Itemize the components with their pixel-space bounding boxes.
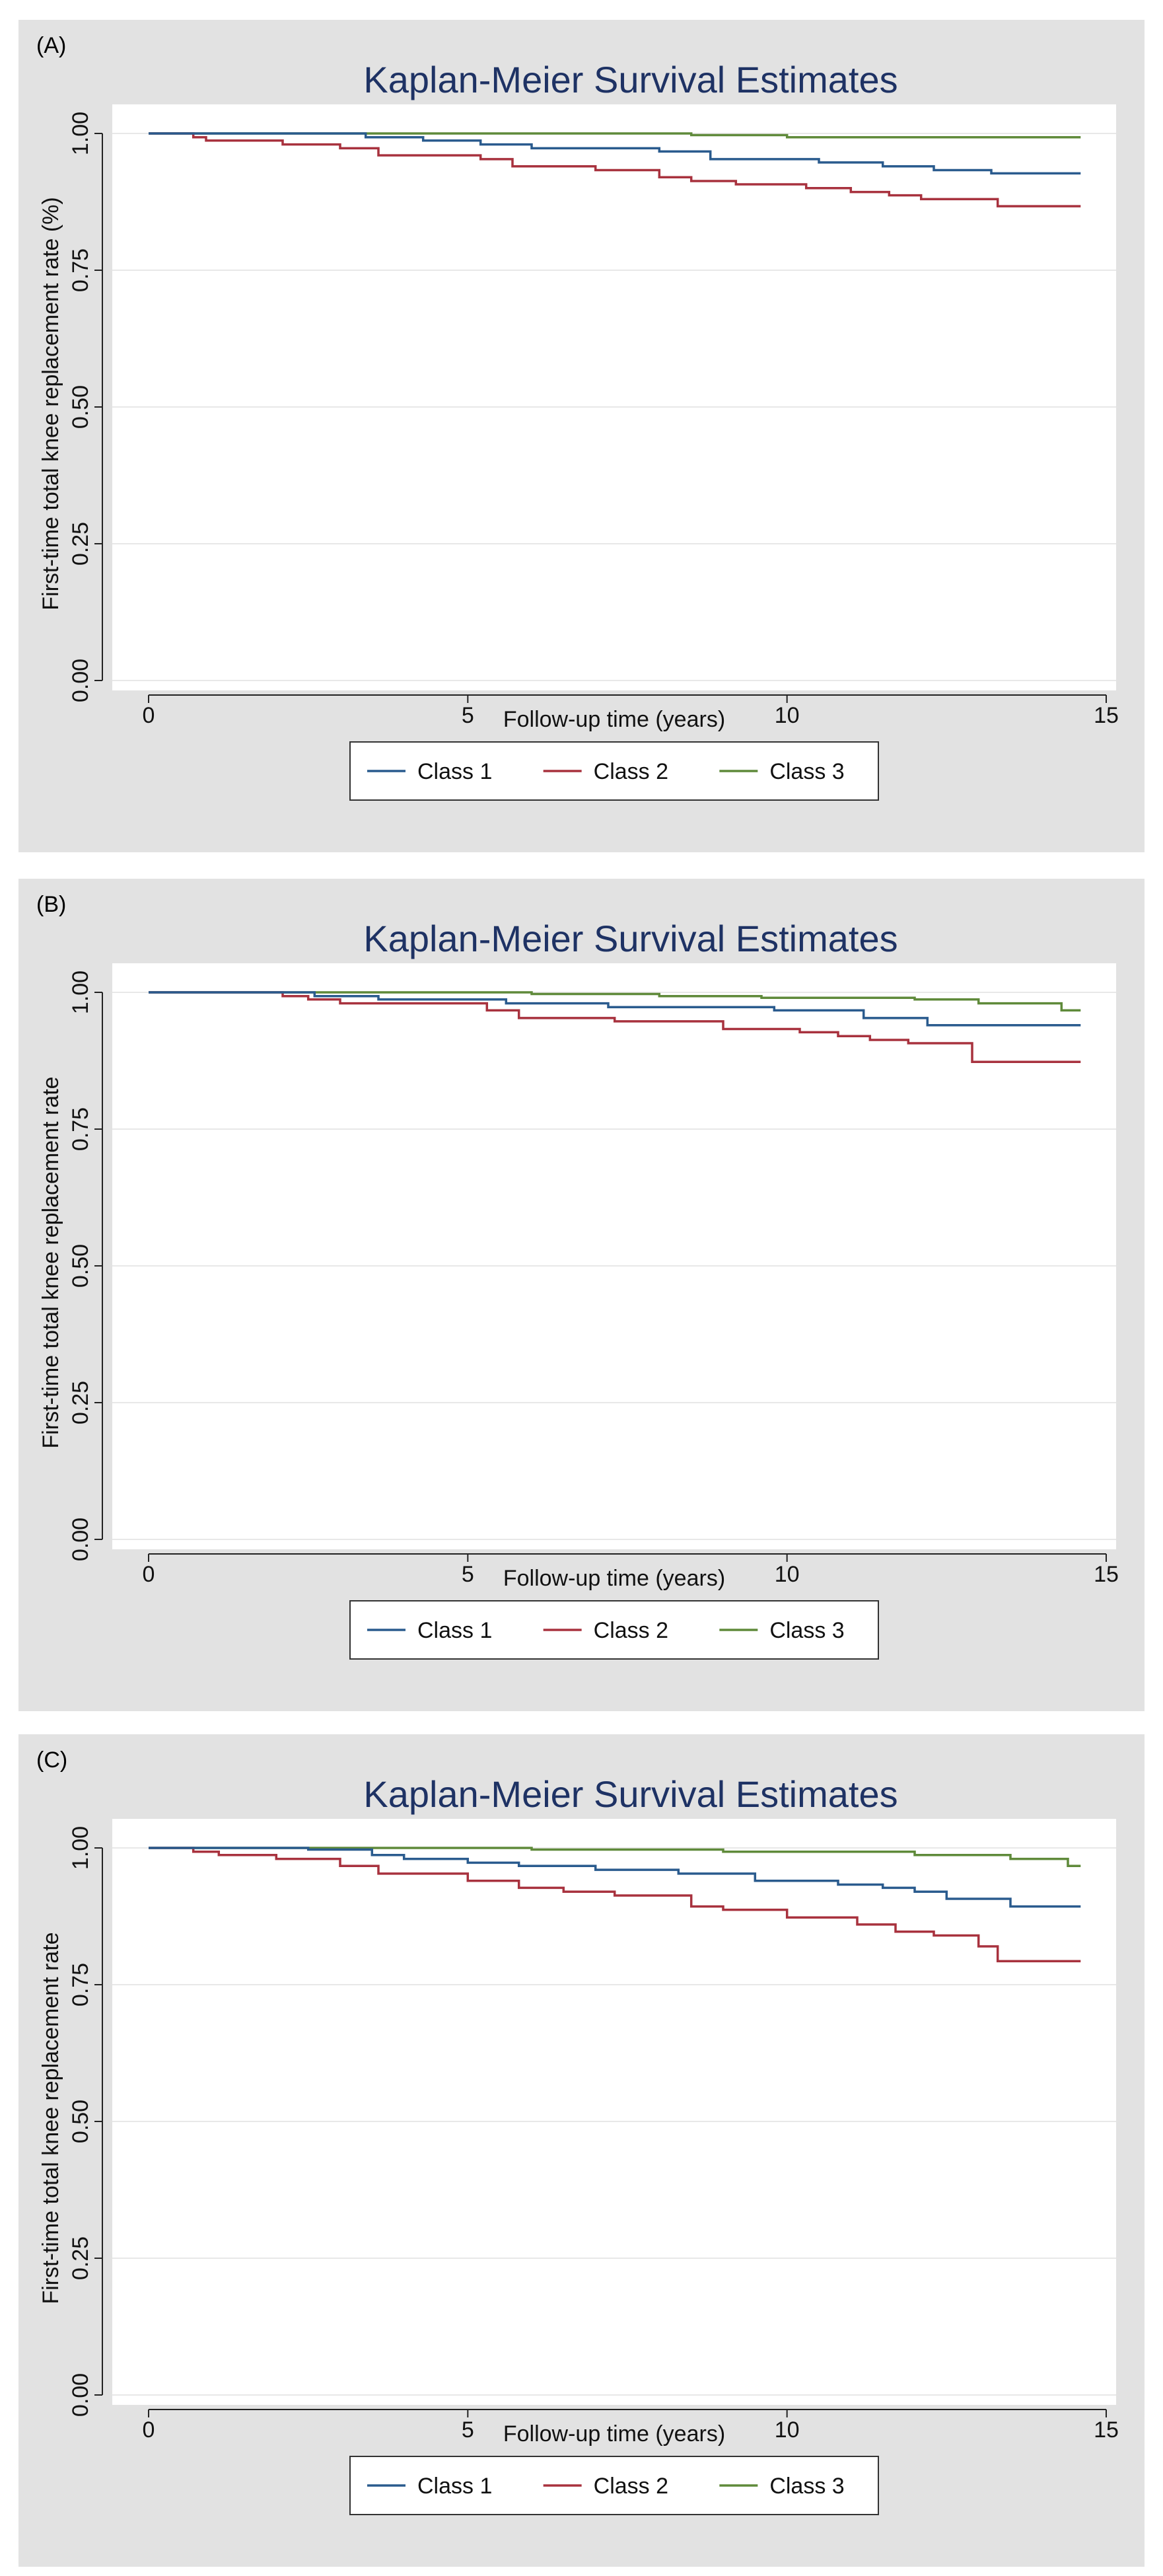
y-axis-title: First-time total knee replacement rate xyxy=(38,1076,63,1448)
plot-area xyxy=(112,104,1116,690)
km-chart-a: (A) Kaplan-Meier Survival Estimates 0.00… xyxy=(18,20,1145,852)
y-tick-label: 0.75 xyxy=(68,1107,93,1151)
km-chart-c: (C) Kaplan-Meier Survival Estimates 0.00… xyxy=(18,1734,1145,2567)
y-tick-label: 0.25 xyxy=(68,2236,93,2280)
series-line-class-3 xyxy=(149,991,1081,1012)
grid-layer xyxy=(112,133,1116,681)
y-axis-title: First-time total knee replacement rate (… xyxy=(38,197,63,610)
chart-title: Kaplan-Meier Survival Estimates xyxy=(363,59,898,100)
plot-area xyxy=(112,963,1116,1549)
y-tick-label: 0.00 xyxy=(68,1518,93,1561)
legend-label-class-1: Class 1 xyxy=(417,2474,492,2499)
x-tick-label: 0 xyxy=(143,1562,155,1587)
chart-title: Kaplan-Meier Survival Estimates xyxy=(363,918,898,959)
legend-label-class-2: Class 2 xyxy=(594,2474,668,2499)
panel-label: (B) xyxy=(36,892,66,917)
km-chart-b: (B) Kaplan-Meier Survival Estimates 0.00… xyxy=(18,879,1145,1711)
panel-label: (C) xyxy=(36,1748,67,1773)
legend: Class 1 Class 2 Class 3 xyxy=(349,1600,879,1660)
series-line-class-1 xyxy=(149,132,1081,175)
y-tick-label: 0.50 xyxy=(68,2100,93,2143)
x-axis-title: Follow-up time (years) xyxy=(503,707,725,732)
y-tick-label: 0.50 xyxy=(68,385,93,429)
x-axis-title: Follow-up time (years) xyxy=(503,1566,725,1591)
legend-box xyxy=(349,2456,879,2515)
x-tick-label: 15 xyxy=(1094,703,1119,728)
legend-box xyxy=(349,741,879,801)
series-line-class-3 xyxy=(149,1847,1081,1868)
legend-label-class-1: Class 1 xyxy=(417,759,492,784)
series-line-class-2 xyxy=(149,1847,1081,1963)
y-tick-label: 1.00 xyxy=(68,112,93,155)
plot-area xyxy=(112,1819,1116,2405)
legend: Class 1 Class 2 Class 3 xyxy=(349,2456,879,2515)
x-tick-label: 10 xyxy=(775,2417,800,2443)
x-tick-label: 10 xyxy=(775,1562,800,1587)
series-line-class-1 xyxy=(149,991,1081,1027)
x-tick-label: 15 xyxy=(1094,2417,1119,2443)
series-layer xyxy=(149,991,1081,1063)
axes-layer: 0.00 0.25 0.50 0.75 1.00 0 5 10 15 xyxy=(68,1826,1119,2443)
x-tick-label: 5 xyxy=(462,703,474,728)
x-axis-title: Follow-up time (years) xyxy=(503,2421,725,2447)
y-tick-label: 0.25 xyxy=(68,1381,93,1424)
chart-title: Kaplan-Meier Survival Estimates xyxy=(363,1773,898,1815)
series-line-class-2 xyxy=(149,132,1081,207)
x-tick-label: 0 xyxy=(143,703,155,728)
y-tick-label: 0.00 xyxy=(68,659,93,702)
axes-layer: 0.00 0.25 0.50 0.75 1.00 0 5 10 15 xyxy=(68,971,1119,1587)
series-layer xyxy=(149,132,1081,207)
y-tick-label: 0.75 xyxy=(68,248,93,292)
series-layer xyxy=(149,1847,1081,1963)
y-axis-title: First-time total knee replacement rate xyxy=(38,1932,63,2304)
y-tick-label: 0.25 xyxy=(68,522,93,566)
x-tick-label: 5 xyxy=(462,2417,474,2443)
legend-box xyxy=(349,1600,879,1660)
x-tick-label: 0 xyxy=(143,2417,155,2443)
series-line-class-3 xyxy=(149,132,1081,139)
axes-layer: 0.00 0.25 0.50 0.75 1.00 0 5 10 15 xyxy=(68,112,1119,728)
y-tick-label: 0.00 xyxy=(68,2373,93,2417)
y-tick-label: 0.50 xyxy=(68,1244,93,1288)
legend-label-class-3: Class 3 xyxy=(769,1618,844,1643)
x-tick-label: 10 xyxy=(775,703,800,728)
legend-label-class-3: Class 3 xyxy=(769,2474,844,2499)
y-tick-label: 0.75 xyxy=(68,1963,93,2006)
y-tick-label: 1.00 xyxy=(68,1826,93,1870)
grid-layer xyxy=(112,992,1116,1540)
series-line-class-2 xyxy=(149,991,1081,1063)
series-line-class-1 xyxy=(149,1847,1081,1908)
x-tick-label: 5 xyxy=(462,1562,474,1587)
legend-label-class-3: Class 3 xyxy=(769,759,844,784)
legend-label-class-2: Class 2 xyxy=(594,1618,668,1643)
legend: Class 1 Class 2 Class 3 xyxy=(349,741,879,801)
x-tick-label: 15 xyxy=(1094,1562,1119,1587)
y-tick-label: 1.00 xyxy=(68,971,93,1014)
legend-label-class-1: Class 1 xyxy=(417,1618,492,1643)
panel-label: (A) xyxy=(36,33,66,58)
legend-label-class-2: Class 2 xyxy=(594,759,668,784)
